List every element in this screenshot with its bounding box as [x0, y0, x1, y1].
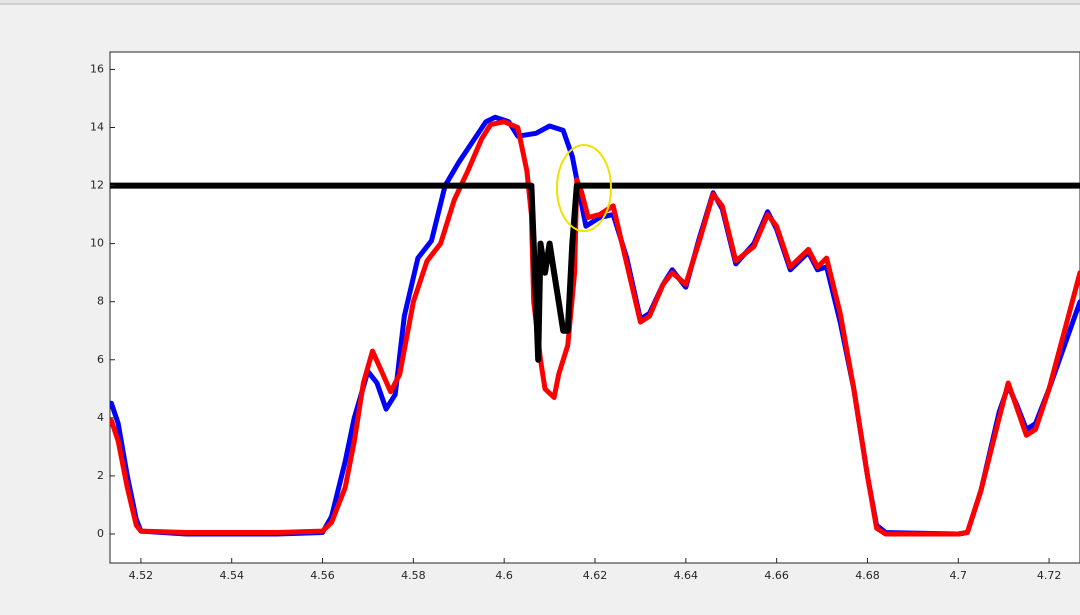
y-tick-label: 14 — [90, 120, 104, 133]
toolbar — [0, 0, 1080, 4]
y-tick-label: 6 — [97, 353, 104, 366]
x-tick-label: 4.58 — [401, 569, 426, 582]
x-tick-label: 4.56 — [310, 569, 335, 582]
y-tick-label: 2 — [97, 469, 104, 482]
series-line — [110, 182, 1080, 363]
y-tick-label: 12 — [90, 179, 104, 192]
highlight-ellipse — [556, 144, 612, 232]
y-tick-label: 0 — [97, 527, 104, 540]
axes — [109, 51, 1080, 564]
x-tick-label: 4.68 — [855, 569, 880, 582]
x-tick-label: 4.7 — [950, 569, 968, 582]
series-line — [110, 119, 1080, 537]
x-tick-label: 4.62 — [583, 569, 608, 582]
x-tick-label: 4.64 — [674, 569, 699, 582]
y-tick-label: 16 — [90, 62, 104, 75]
x-tick-label: 4.72 — [1037, 569, 1062, 582]
x-tick-label: 4.54 — [219, 569, 244, 582]
x-tick-label: 4.52 — [129, 569, 154, 582]
x-tick-label: 4.6 — [495, 569, 513, 582]
y-tick-label: 10 — [90, 237, 104, 250]
y-tick-label: 4 — [97, 411, 104, 424]
x-tick-label: 4.66 — [764, 569, 789, 582]
y-tick-label: 8 — [97, 295, 104, 308]
